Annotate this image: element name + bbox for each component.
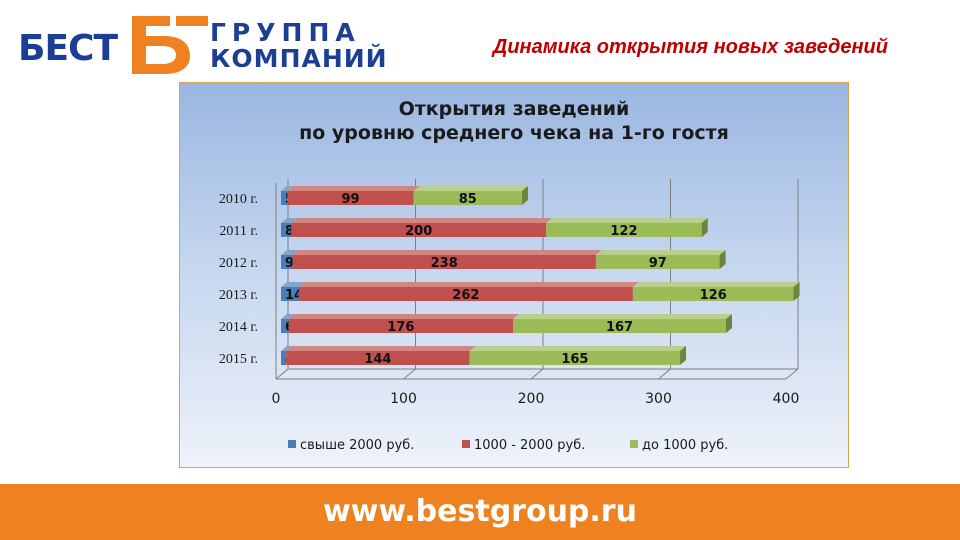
legend-swatch	[462, 440, 470, 448]
category-label: 2013 г.	[219, 288, 258, 303]
bar-segment-top	[469, 346, 687, 351]
bar-segment-top	[288, 314, 520, 319]
category-label: 2014 г.	[219, 320, 258, 335]
bar-segment	[286, 351, 470, 365]
bar-segment	[281, 351, 287, 365]
logo-line-group: ГРУППА	[210, 18, 361, 47]
data-label: 8	[285, 224, 294, 239]
data-label: 167	[606, 320, 633, 335]
data-label: 97	[649, 256, 667, 271]
legend-label: 1000 - 2000 руб.	[474, 438, 585, 453]
data-label: 144	[364, 352, 391, 367]
bar-segment	[287, 191, 414, 205]
data-label: 14	[285, 288, 303, 303]
website-url[interactable]: www.bestgroup.ru	[323, 494, 637, 529]
data-label: 262	[452, 288, 479, 303]
data-label: 122	[610, 224, 637, 239]
bar-segment-top	[413, 186, 528, 191]
bar-segment	[469, 351, 681, 365]
bar-segment-top	[291, 218, 553, 223]
bar-segment-top	[281, 186, 294, 191]
bar-segment	[291, 223, 547, 237]
bar-segment-side	[725, 314, 732, 333]
floor-line	[658, 368, 671, 380]
bar-segment-top	[298, 282, 639, 287]
footer-bar: www.bestgroup.ru	[0, 484, 960, 540]
bar-segment-top	[287, 186, 420, 191]
data-label: 200	[405, 224, 432, 239]
legend-swatch	[288, 440, 296, 448]
bar-segment-top	[546, 218, 708, 223]
bar-segment-top	[281, 346, 293, 351]
data-label: 85	[459, 192, 477, 207]
bar-segment	[281, 191, 288, 205]
bar-segment-top	[281, 250, 299, 255]
floor-line	[403, 368, 416, 380]
floor-line	[275, 368, 289, 380]
bar-segment-side	[719, 250, 726, 269]
chart-frame: Открытия заведений по уровню среднего чек…	[179, 82, 849, 468]
slide-title: Динамика открытия новых заведений	[492, 36, 888, 58]
bar-segment-top	[281, 314, 295, 319]
floor-line	[785, 368, 799, 380]
category-label: 2015 г.	[219, 352, 258, 367]
bar-segment-side	[680, 346, 687, 365]
chart-title-line: по уровню среднего чека на 1-го гостя	[299, 122, 729, 144]
bar-segment	[546, 223, 702, 237]
bar-segment	[292, 255, 596, 269]
data-label: 176	[387, 320, 414, 335]
x-tick-label: 200	[518, 391, 545, 407]
bar-segment	[513, 319, 726, 333]
bar-segment-side	[793, 282, 800, 301]
bar-segment	[413, 191, 522, 205]
bar-segment-top	[632, 282, 800, 287]
x-tick-label: 100	[390, 391, 417, 407]
x-tick-label: 0	[272, 391, 281, 407]
bar-segment	[281, 223, 292, 237]
logo-line-companies: КОМПАНИЙ	[210, 44, 388, 73]
bar-segment-side	[521, 186, 528, 205]
chart-title-line: Открытия заведений	[399, 98, 630, 120]
bar-segment-top	[286, 346, 476, 351]
bar-segment-top	[292, 250, 602, 255]
data-label: 126	[700, 288, 727, 303]
bar-segment-top	[281, 282, 305, 287]
legend-swatch	[630, 440, 638, 448]
bar-segment	[595, 255, 720, 269]
data-label: 238	[431, 256, 458, 271]
logo-mark-icon	[132, 16, 208, 74]
bar-segment-side	[701, 218, 708, 237]
x-tick-label: 400	[773, 391, 800, 407]
bar-segment-top	[595, 250, 726, 255]
bar-segment	[288, 319, 514, 333]
bar-segment	[298, 287, 633, 301]
category-label: 2011 г.	[219, 224, 258, 239]
legend-label: свыше 2000 руб.	[300, 438, 414, 453]
data-label: 165	[561, 352, 588, 367]
x-tick-label: 300	[645, 391, 672, 407]
category-label: 2012 г.	[219, 256, 258, 271]
floor-line	[530, 368, 544, 380]
legend-label: до 1000 руб.	[642, 438, 728, 453]
company-logo: БЕСТ ГРУППА КОМПАНИЙ	[18, 12, 387, 74]
bar-segment-top	[281, 218, 298, 223]
bar-segment	[632, 287, 794, 301]
logo-brand-text: БЕСТ	[18, 28, 118, 69]
data-label: 99	[341, 192, 359, 207]
category-label: 2010 г.	[219, 192, 258, 207]
bar-segment	[281, 255, 293, 269]
bar-segment	[281, 287, 299, 301]
bar-segment-top	[513, 314, 732, 319]
bar-segment	[281, 319, 289, 333]
data-label: 9	[285, 256, 294, 271]
